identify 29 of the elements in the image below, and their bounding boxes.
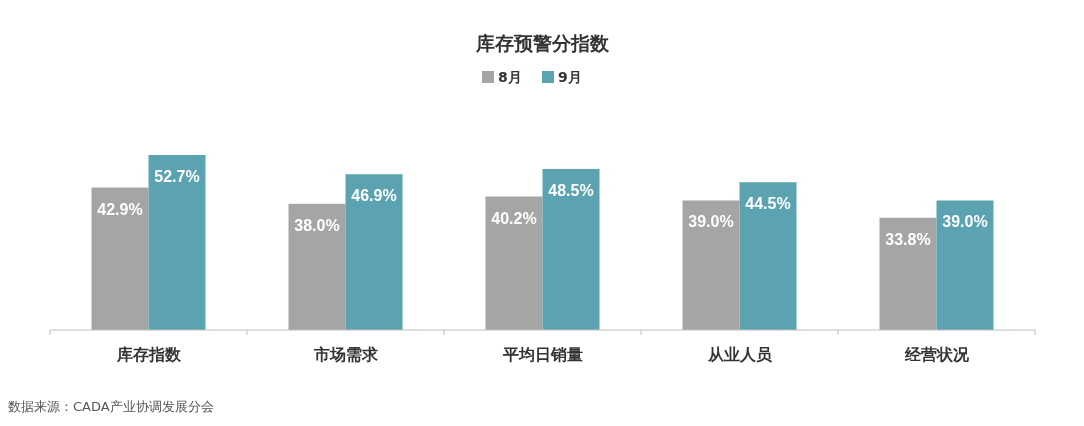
bar [542,168,600,330]
data-label: 33.8% [885,230,931,248]
legend-label: 8月 [498,69,522,85]
bar [936,200,994,330]
legend-label: 9月 [558,69,582,85]
bar [739,182,797,330]
chart-title: 库存预警分指数 [474,32,610,54]
bar [345,174,403,330]
x-tick-label: 市场需求 [312,345,379,364]
bar [682,200,740,330]
bar [91,187,149,330]
data-label: 44.5% [745,195,791,213]
x-tick-label: 经营状况 [903,345,970,364]
bar [879,217,937,330]
data-label: 40.2% [491,209,537,227]
data-label: 48.5% [548,181,594,199]
data-label: 52.7% [154,168,200,185]
bar [148,155,206,330]
source-note: 数据来源：CADA产业协调发展分会 [8,399,214,414]
data-label: 39.0% [942,213,988,231]
bar [485,196,543,330]
data-label: 39.0% [688,213,734,231]
x-tick-label: 库存指数 [115,345,182,364]
x-tick-label: 从业人员 [706,345,773,364]
data-label: 46.9% [351,187,397,205]
data-label: 38.0% [294,216,340,234]
x-tick-label: 平均日销量 [501,345,583,364]
data-label: 42.9% [97,200,143,218]
bar [288,203,346,330]
